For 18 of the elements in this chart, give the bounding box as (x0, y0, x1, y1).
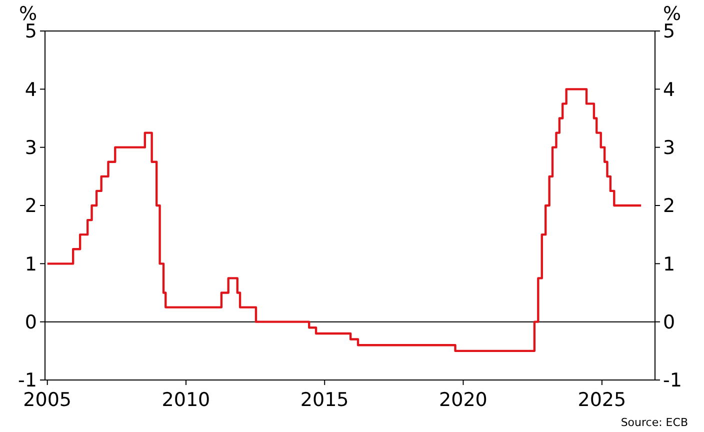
y2-tick-label: 3 (663, 136, 676, 159)
y-tick-label: 4 (24, 78, 37, 101)
y2-tick-label: 1 (663, 253, 676, 276)
y-tick-label: 2 (24, 195, 37, 218)
x-tick-label: 2020 (439, 389, 488, 411)
source-note: Source: ECB (620, 416, 688, 429)
y-tick-label: 3 (24, 136, 37, 159)
y2-tick-label: 0 (663, 311, 676, 334)
y-tick-label: 1 (24, 253, 37, 276)
y-tick-label: -1 (18, 370, 37, 392)
y2-tick-label: 4 (663, 78, 676, 101)
y2-tick-label: -1 (663, 370, 682, 392)
y-tick-label: 0 (24, 311, 37, 334)
x-tick-label: 2005 (23, 389, 72, 411)
x-tick-label: 2025 (578, 389, 626, 411)
x-tick-label: 2015 (300, 389, 349, 411)
y2-tick-label: 2 (663, 195, 676, 218)
x-tick-label: 2010 (162, 389, 210, 411)
